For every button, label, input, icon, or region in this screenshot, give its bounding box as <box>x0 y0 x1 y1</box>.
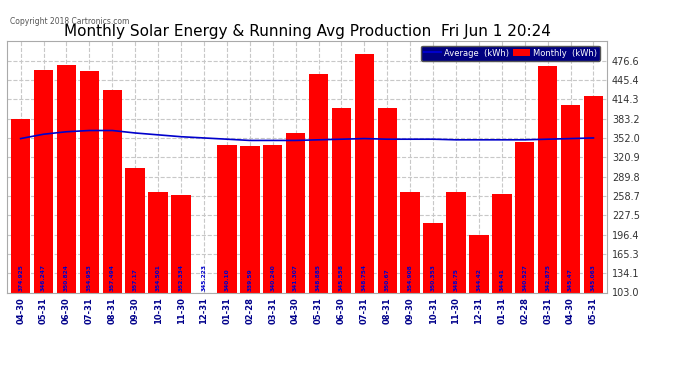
Text: 348.75: 348.75 <box>453 268 458 291</box>
Text: 357.494: 357.494 <box>110 264 115 291</box>
Text: 340.10: 340.10 <box>224 268 229 291</box>
Text: 344.41: 344.41 <box>500 268 504 291</box>
Bar <box>57 65 76 292</box>
Bar <box>469 235 489 292</box>
Bar <box>308 74 328 292</box>
Text: 340.240: 340.240 <box>270 264 275 291</box>
Bar <box>424 223 443 292</box>
Text: 350.824: 350.824 <box>64 264 69 291</box>
Text: 350.67: 350.67 <box>385 268 390 291</box>
Title: Monthly Solar Energy & Running Avg Production  Fri Jun 1 20:24: Monthly Solar Energy & Running Avg Produ… <box>63 24 551 39</box>
Bar <box>446 192 466 292</box>
Bar <box>263 146 282 292</box>
Text: 354.953: 354.953 <box>87 264 92 291</box>
Text: 345.47: 345.47 <box>568 268 573 291</box>
Bar <box>492 194 511 292</box>
Bar <box>355 54 374 292</box>
Text: 339.59: 339.59 <box>247 268 253 291</box>
Bar <box>79 71 99 292</box>
Bar <box>103 90 122 292</box>
Bar <box>217 146 237 292</box>
Text: 342.875: 342.875 <box>545 264 550 291</box>
Text: 344.42: 344.42 <box>476 268 482 291</box>
Bar <box>332 108 351 292</box>
Text: 348.885: 348.885 <box>316 264 321 291</box>
Text: Copyright 2018 Cartronics.com: Copyright 2018 Cartronics.com <box>10 17 130 26</box>
Bar <box>34 70 53 292</box>
Text: 340.527: 340.527 <box>522 264 527 291</box>
Text: 341.307: 341.307 <box>293 264 298 291</box>
Text: 354.501: 354.501 <box>156 264 161 291</box>
Bar <box>240 146 259 292</box>
Text: 350.353: 350.353 <box>431 264 435 291</box>
Bar <box>561 105 580 292</box>
Legend: Average  (kWh), Monthly  (kWh): Average (kWh), Monthly (kWh) <box>421 46 600 60</box>
Text: 348.754: 348.754 <box>362 264 367 291</box>
Text: 345.223: 345.223 <box>201 264 206 291</box>
Text: 374.925: 374.925 <box>18 264 23 291</box>
Text: 354.908: 354.908 <box>408 264 413 291</box>
Bar <box>377 108 397 292</box>
Text: 345.558: 345.558 <box>339 264 344 291</box>
Bar <box>286 133 306 292</box>
Text: 357.17: 357.17 <box>132 268 138 291</box>
Bar <box>11 119 30 292</box>
Bar <box>538 66 558 292</box>
Bar <box>126 168 145 292</box>
Bar <box>584 96 603 292</box>
Bar <box>515 142 535 292</box>
Bar <box>400 192 420 292</box>
Bar <box>148 192 168 292</box>
Bar <box>171 195 190 292</box>
Text: 346.247: 346.247 <box>41 264 46 291</box>
Text: 352.334: 352.334 <box>179 264 184 291</box>
Text: 345.063: 345.063 <box>591 264 596 291</box>
